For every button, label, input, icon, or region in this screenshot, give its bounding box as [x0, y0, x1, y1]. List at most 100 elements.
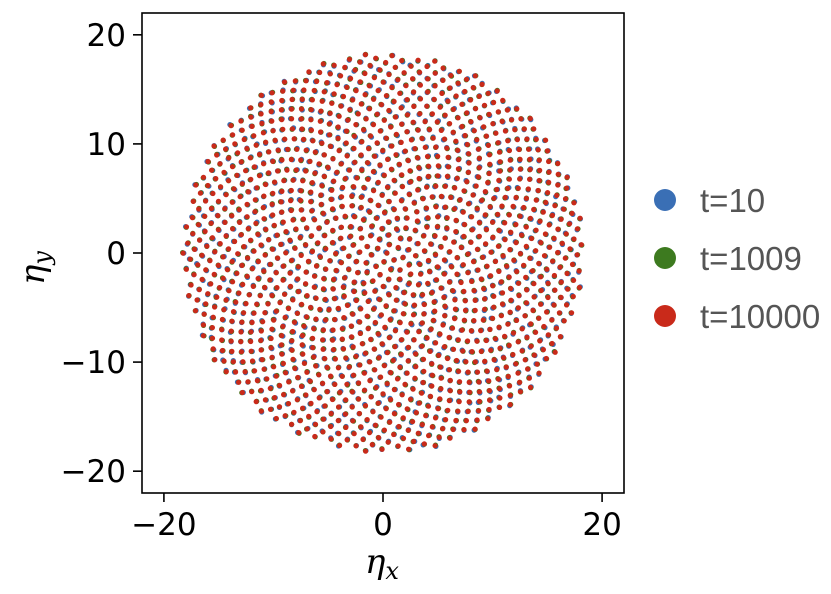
data-point	[350, 418, 356, 424]
data-point	[500, 97, 506, 103]
data-point	[448, 264, 454, 270]
data-point	[461, 317, 467, 323]
data-point	[529, 268, 536, 274]
data-point	[437, 396, 443, 402]
data-point	[495, 140, 501, 146]
data-point	[518, 116, 524, 122]
data-point	[271, 222, 277, 228]
data-point	[346, 253, 352, 259]
data-point	[223, 369, 229, 375]
data-point	[343, 397, 349, 403]
data-point	[463, 418, 469, 424]
data-point	[252, 197, 258, 203]
data-point	[428, 241, 434, 247]
data-point	[411, 103, 417, 109]
data-point	[291, 136, 297, 142]
data-point	[287, 283, 294, 289]
data-point	[472, 73, 478, 79]
data-point	[464, 110, 470, 116]
data-point	[351, 133, 357, 139]
data-point	[474, 338, 480, 344]
data-point	[375, 87, 381, 94]
data-point	[456, 157, 462, 163]
data-point	[397, 320, 403, 326]
data-point	[451, 239, 457, 245]
data-point	[546, 158, 552, 165]
data-point	[299, 96, 305, 102]
data-point	[273, 415, 279, 422]
data-point	[391, 411, 397, 417]
data-point	[386, 276, 392, 282]
data-point	[186, 293, 192, 299]
data-point	[361, 387, 368, 393]
data-point	[391, 98, 397, 105]
data-point	[339, 194, 345, 200]
data-point	[228, 338, 234, 344]
data-point	[435, 406, 441, 412]
data-point	[415, 430, 421, 436]
data-point	[209, 167, 215, 173]
data-point	[210, 314, 216, 320]
data-point	[465, 251, 471, 257]
data-point	[564, 270, 570, 277]
data-point	[447, 377, 453, 383]
data-point	[352, 67, 358, 73]
data-point	[368, 252, 374, 258]
data-point	[248, 329, 254, 335]
data-point	[258, 337, 264, 343]
data-point	[330, 347, 337, 353]
data-point	[446, 398, 452, 404]
data-point	[217, 241, 223, 247]
data-point	[399, 184, 406, 190]
data-point	[318, 201, 324, 207]
data-point	[323, 246, 329, 252]
data-point	[480, 254, 486, 260]
data-point	[226, 288, 232, 294]
data-point	[440, 426, 446, 432]
data-point	[237, 194, 243, 200]
data-point	[406, 247, 412, 253]
data-point	[536, 315, 542, 321]
data-point	[555, 226, 561, 232]
data-point	[271, 317, 277, 323]
data-point	[434, 224, 440, 230]
data-point	[317, 69, 323, 76]
data-point	[275, 147, 281, 153]
data-point	[533, 329, 539, 335]
data-point	[269, 90, 275, 96]
data-point	[545, 190, 551, 196]
data-point	[366, 209, 373, 215]
data-point	[426, 433, 432, 439]
data-point	[536, 370, 542, 376]
data-point	[336, 430, 342, 436]
data-point	[343, 355, 349, 361]
data-point	[406, 191, 412, 197]
data-point	[214, 294, 220, 300]
data-point	[203, 301, 209, 307]
data-point	[424, 63, 430, 70]
data-point	[536, 177, 542, 184]
data-point	[346, 364, 352, 370]
data-point	[207, 258, 213, 264]
data-point	[200, 322, 206, 328]
data-point	[219, 316, 225, 323]
data-point	[413, 364, 419, 370]
data-point	[337, 442, 343, 449]
data-point	[393, 285, 399, 291]
data-point	[517, 251, 524, 257]
data-point	[513, 221, 519, 228]
data-point	[417, 96, 424, 102]
data-point	[202, 213, 208, 219]
data-point	[306, 413, 312, 419]
data-point	[344, 302, 351, 308]
data-point	[391, 206, 397, 212]
data-point	[475, 267, 481, 273]
data-point	[356, 396, 362, 402]
data-point	[258, 408, 264, 414]
data-point	[201, 311, 207, 317]
data-point	[220, 275, 226, 281]
data-point	[374, 215, 380, 221]
data-point	[459, 101, 465, 107]
data-point	[342, 64, 348, 70]
data-point	[264, 376, 270, 382]
